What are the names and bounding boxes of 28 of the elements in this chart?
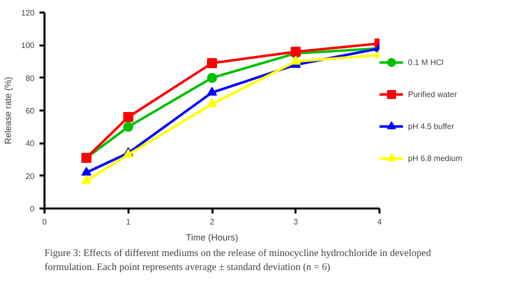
point [81, 166, 92, 176]
legend-label: 0.1 M HCl [408, 58, 444, 66]
legend-label: pH 4.5 buffer [408, 122, 454, 130]
point [123, 112, 134, 122]
point [207, 72, 217, 83]
y-tick-label: 120 [21, 8, 36, 18]
point [81, 175, 92, 184]
x-tick-label: 0 [42, 218, 48, 226]
point [290, 56, 301, 65]
legend-label: Purified water [408, 90, 457, 98]
y-tick-label: 100 [21, 41, 36, 50]
x-tick-label: 2 [210, 218, 215, 226]
caption: Figure 3: Effects of different mediums on the release of minocycline hydrochloride in developed formulation. Each point represents average ± standard deviation (n = 6) [44, 248, 431, 273]
legend-label: pH 6.8 medium [408, 154, 462, 162]
y-tick-label: 20 [26, 172, 36, 181]
point [207, 86, 217, 96]
point [123, 122, 134, 132]
point [207, 58, 217, 68]
x-tick-label: 4 [377, 218, 382, 226]
y-axis-title: Release rate (%) [3, 76, 14, 144]
x-axis-title: Time (Hours) [186, 232, 238, 242]
y-tick-label: 80 [26, 74, 36, 83]
x-tick-label: 1 [126, 218, 132, 226]
y-tick-label: 40 [26, 139, 36, 148]
x-tick-label: 3 [294, 218, 299, 226]
y-tick-label: 0 [30, 204, 36, 214]
y-tick-label: 60 [26, 106, 36, 116]
point [207, 98, 217, 108]
